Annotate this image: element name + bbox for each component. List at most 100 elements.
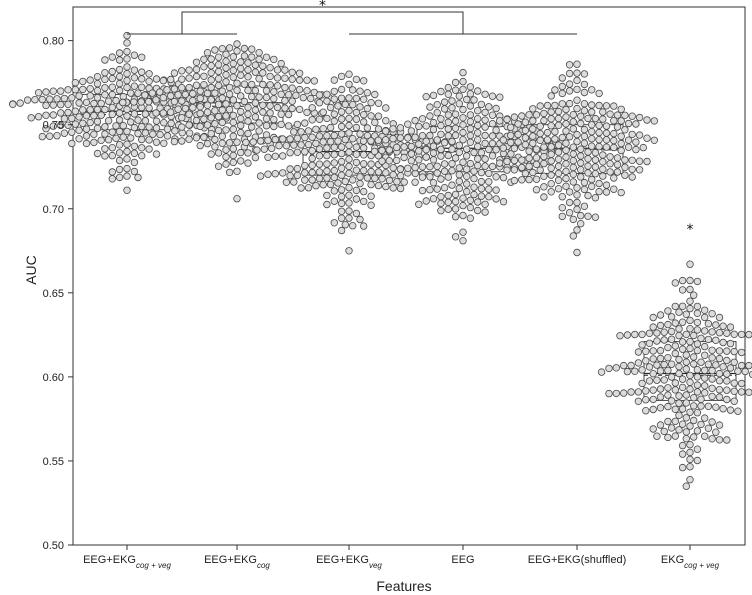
- data-point: [638, 379, 646, 388]
- data-point: [422, 92, 430, 101]
- data-point: [602, 122, 611, 130]
- data-point: [192, 58, 201, 66]
- data-point: [112, 122, 120, 130]
- data-point: [60, 94, 69, 103]
- data-point: [68, 128, 76, 136]
- data-point: [393, 156, 401, 165]
- data-point: [518, 156, 526, 164]
- data-point: [565, 188, 574, 196]
- data-point: [719, 363, 727, 371]
- data-point: [352, 186, 361, 195]
- data-point: [451, 197, 460, 206]
- data-point: [330, 197, 338, 205]
- data-point: [130, 66, 139, 74]
- data-point: [437, 175, 445, 183]
- data-point: [295, 105, 304, 114]
- data-point: [337, 130, 346, 138]
- data-point: [558, 74, 566, 82]
- data-point: [319, 180, 327, 189]
- data-point: [455, 184, 463, 193]
- data-point: [101, 130, 109, 138]
- data-point: [49, 111, 57, 119]
- data-point: [214, 53, 223, 61]
- data-point: [112, 96, 120, 105]
- data-point: [540, 152, 548, 161]
- data-point: [266, 109, 274, 117]
- data-point: [259, 80, 267, 89]
- data-point: [126, 89, 135, 97]
- data-point: [262, 121, 271, 130]
- data-point: [315, 115, 324, 123]
- data-point: [60, 129, 69, 137]
- data-point: [330, 219, 338, 227]
- data-point: [34, 88, 43, 97]
- data-point: [675, 325, 683, 333]
- data-point: [27, 114, 35, 122]
- data-point: [459, 77, 467, 86]
- data-point: [569, 156, 577, 165]
- data-point: [64, 86, 72, 94]
- data-point: [682, 365, 690, 373]
- data-point: [277, 120, 285, 129]
- data-point: [93, 72, 102, 81]
- data-point: [251, 86, 260, 95]
- data-point: [463, 95, 471, 104]
- data-point: [207, 61, 215, 70]
- data-point: [178, 113, 186, 122]
- data-point: [281, 74, 289, 82]
- data-point: [288, 97, 296, 105]
- plot-frame: [72, 6, 746, 546]
- data-point: [360, 144, 368, 152]
- data-point: [737, 330, 746, 339]
- data-point: [149, 130, 157, 138]
- data-point: [330, 159, 338, 167]
- data-point: [345, 169, 353, 177]
- data-point: [650, 117, 658, 125]
- data-point: [588, 127, 596, 136]
- data-point: [374, 112, 383, 120]
- data-point: [337, 199, 346, 208]
- data-point: [330, 131, 338, 140]
- data-point: [455, 141, 463, 149]
- data-point: [360, 187, 368, 196]
- data-point: [185, 74, 193, 82]
- data-point: [229, 151, 237, 160]
- data-point: [330, 143, 338, 151]
- data-point: [229, 132, 237, 140]
- data-point: [569, 118, 577, 126]
- data-point: [521, 118, 530, 126]
- data-point: [159, 76, 167, 85]
- data-point: [307, 94, 315, 103]
- data-point: [525, 175, 533, 184]
- data-point: [671, 417, 679, 425]
- data-point: [266, 63, 274, 72]
- data-point: [514, 130, 522, 139]
- data-point: [577, 112, 585, 120]
- data-point: [178, 123, 186, 131]
- data-point: [686, 422, 694, 430]
- data-point: [367, 180, 375, 189]
- data-point: [82, 139, 91, 148]
- sig-star-bracket: *: [319, 0, 326, 14]
- data-point: [437, 192, 445, 201]
- data-point: [455, 177, 463, 186]
- data-point: [660, 360, 668, 369]
- data-point: [196, 141, 204, 150]
- data-point: [284, 110, 293, 119]
- data-point: [356, 103, 364, 111]
- data-point: [451, 110, 460, 118]
- data-point: [393, 143, 401, 152]
- data-point: [562, 167, 570, 176]
- data-point: [532, 153, 541, 162]
- data-point: [108, 110, 116, 119]
- data-point: [352, 209, 361, 218]
- data-point: [200, 115, 208, 123]
- data-point: [693, 309, 702, 317]
- annotation-layer: **: [127, 0, 694, 238]
- data-point: [284, 90, 293, 99]
- data-point: [437, 121, 445, 130]
- data-point: [719, 405, 727, 413]
- data-point: [229, 96, 237, 104]
- data-point: [374, 168, 383, 176]
- data-point: [301, 169, 309, 177]
